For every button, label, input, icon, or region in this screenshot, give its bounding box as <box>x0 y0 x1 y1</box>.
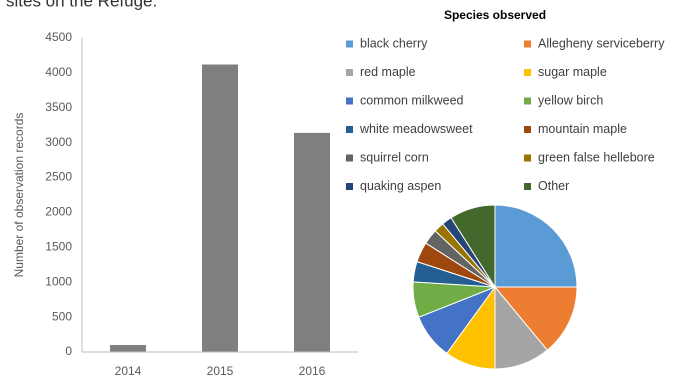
legend-label: sugar maple <box>538 65 607 79</box>
y-tick-label: 1500 <box>45 240 72 254</box>
legend-swatch <box>524 154 531 162</box>
x-tick-label: 2015 <box>207 364 234 378</box>
legend-swatch <box>346 126 353 133</box>
caption: sites on the Refuge. <box>6 0 157 10</box>
bar <box>294 132 330 352</box>
y-tick-label: 1000 <box>45 274 72 288</box>
legend-label: yellow birch <box>538 93 603 107</box>
pie-slice <box>450 204 496 289</box>
legend-label: mountain maple <box>538 122 627 136</box>
legend-label: quaking aspen <box>360 179 441 193</box>
bar <box>202 64 238 352</box>
y-tick-label: 0 <box>65 344 72 358</box>
legend-swatch <box>524 69 531 76</box>
legend-swatch <box>346 183 353 190</box>
y-tick-label: 2500 <box>45 170 72 184</box>
legend-label: squirrel corn <box>360 150 429 164</box>
y-axis-label: Number of observation records <box>12 113 26 278</box>
legend-label: common milkweed <box>360 93 464 107</box>
legend-label: Other <box>538 179 569 193</box>
y-tick-label: 4500 <box>45 30 72 44</box>
bar <box>110 345 146 352</box>
pie-title: Species observed <box>444 8 546 22</box>
pie-slice <box>493 286 578 351</box>
y-tick-label: 2000 <box>45 205 72 219</box>
legend-label: Allegheny serviceberry <box>538 36 665 50</box>
legend-label: green false hellebore <box>538 150 655 164</box>
legend-swatch <box>524 183 531 190</box>
y-tick-label: 4000 <box>45 65 72 79</box>
legend-swatch <box>524 97 531 105</box>
legend-swatch <box>524 40 531 48</box>
legend-swatch <box>346 97 353 105</box>
x-tick-label: 2016 <box>299 364 326 378</box>
y-tick-label: 500 <box>52 309 72 323</box>
x-tick-label: 2014 <box>115 364 142 378</box>
pie-slice <box>494 204 578 288</box>
legend-label: black cherry <box>360 36 428 50</box>
legend-swatch <box>346 40 353 48</box>
y-tick-label: 3500 <box>45 100 72 114</box>
y-tick-label: 3000 <box>45 135 72 149</box>
legend-swatch <box>346 69 353 76</box>
legend-label: red maple <box>360 65 416 79</box>
legend-swatch <box>346 154 353 162</box>
legend-swatch <box>524 126 531 133</box>
legend-label: white meadowsweet <box>359 122 473 136</box>
